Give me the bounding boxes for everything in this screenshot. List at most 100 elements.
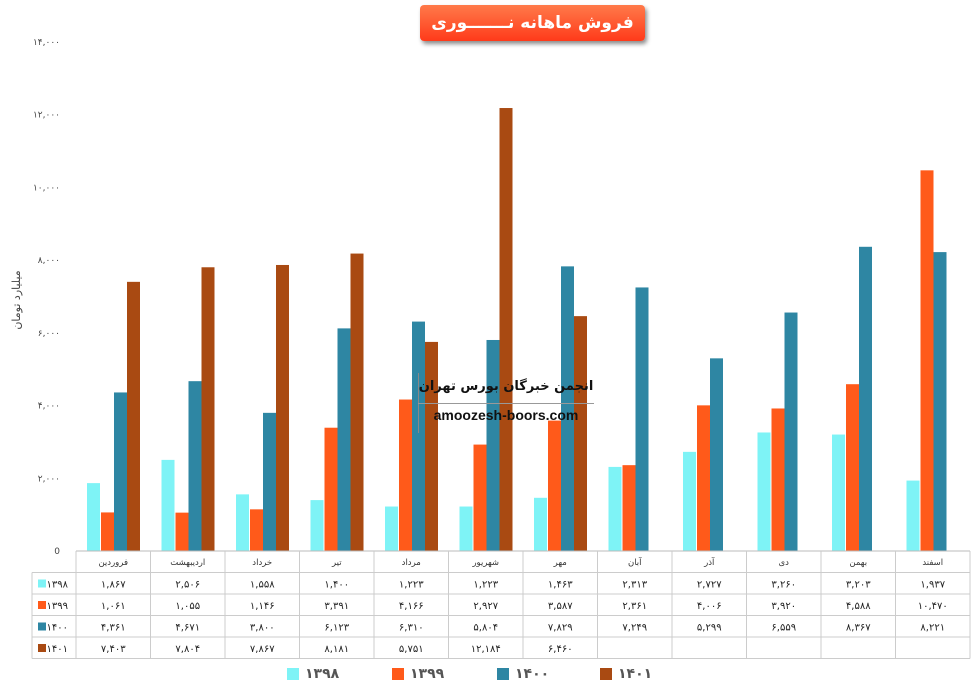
legend-swatch	[392, 668, 404, 680]
legend-swatch	[600, 668, 612, 680]
category-label: خرداد	[252, 558, 272, 568]
data-label: ۱,۸۶۷	[101, 580, 126, 591]
bar	[276, 264, 289, 551]
bar	[771, 408, 785, 551]
bar	[906, 480, 920, 551]
bar	[425, 341, 438, 551]
y-tick-label: ۶,۰۰۰	[38, 329, 60, 339]
legend-label: ۱۳۹۹	[410, 666, 445, 682]
data-label: ۴,۵۸۸	[846, 601, 871, 612]
bar	[933, 252, 947, 552]
category-label: دی	[779, 558, 790, 568]
category-label: تیر	[331, 558, 342, 568]
watermark-url: amoozesh-boors.com	[433, 407, 579, 423]
bar	[499, 108, 513, 552]
data-label: ۱,۹۳۷	[920, 580, 945, 591]
data-label: ۳,۸۰۰	[250, 623, 275, 634]
bar	[459, 506, 473, 551]
data-label: ۴,۰۰۶	[697, 601, 722, 612]
legend-item: ۱۳۹۸	[287, 666, 339, 682]
bar	[250, 509, 263, 551]
bar	[486, 339, 500, 551]
table-series-swatch	[38, 644, 46, 652]
bar	[561, 266, 574, 551]
data-label: ۵,۲۹۹	[697, 623, 722, 634]
category-label: آبان	[628, 556, 642, 568]
bar	[175, 512, 189, 551]
table-series-name: ۱۴۰۰	[47, 623, 68, 634]
data-label: ۱,۱۴۶	[250, 601, 275, 612]
data-label: ۸,۲۲۱	[920, 623, 945, 634]
bar	[846, 384, 859, 551]
bar	[784, 312, 798, 551]
table-series-name: ۱۳۹۸	[47, 580, 69, 591]
bar	[832, 434, 845, 551]
category-label: شهریور	[471, 558, 499, 568]
data-label: ۷,۸۶۷	[250, 644, 275, 655]
legend-swatch	[287, 668, 299, 680]
chart-legend: ۱۳۹۸ ۱۳۹۹ ۱۴۰۰ ۱۴۰۱	[0, 662, 972, 690]
data-label: ۲,۳۶۱	[622, 601, 647, 612]
bar	[127, 281, 140, 551]
table-series-name: ۱۳۹۹	[47, 601, 68, 612]
category-label: اردیبهشت	[170, 558, 205, 568]
bar	[757, 432, 771, 551]
y-tick-label: ۸,۰۰۰	[38, 256, 60, 266]
data-label: ۱,۴۰۰	[324, 580, 349, 591]
bar	[608, 466, 622, 551]
data-label: ۷,۸۰۴	[175, 644, 200, 655]
watermark: انجمن خبرگان بورس تهران amoozesh-boors.c…	[418, 373, 594, 433]
legend-item: ۱۴۰۱	[600, 666, 652, 682]
data-label: ۳,۲۶۰	[771, 580, 796, 591]
table-series-swatch	[38, 579, 46, 588]
data-label: ۵,۸۰۴	[473, 623, 498, 634]
table-series-swatch	[38, 622, 46, 631]
data-label: ۶,۴۶۰	[548, 644, 573, 655]
bar	[710, 358, 723, 551]
bar	[114, 392, 127, 551]
bar	[548, 420, 561, 551]
category-label: فروردین	[98, 558, 128, 568]
bar	[310, 500, 324, 551]
y-tick-label: ۱۴,۰۰۰	[33, 38, 60, 48]
bar	[101, 512, 114, 551]
watermark-rule	[418, 403, 594, 404]
category-label: بهمن	[849, 558, 867, 568]
bar	[188, 381, 202, 551]
data-label: ۳,۳۹۱	[324, 601, 349, 612]
data-label: ۶,۵۵۹	[771, 623, 796, 634]
data-label: ۱,۲۲۳	[473, 580, 498, 591]
data-label: ۷,۸۲۹	[548, 623, 573, 634]
data-label: ۷,۴۰۳	[101, 644, 126, 655]
y-tick-label: ۱۲,۰۰۰	[33, 111, 60, 121]
category-label: آذر	[703, 556, 715, 568]
bar	[324, 427, 338, 551]
y-tick-label: ۴,۰۰۰	[38, 402, 60, 412]
category-label: اسفند	[922, 558, 943, 568]
data-label: ۳,۹۲۰	[771, 601, 796, 612]
data-label: ۳,۵۸۷	[548, 601, 573, 612]
bar	[350, 253, 364, 552]
data-label: ۶,۳۱۰	[399, 623, 424, 634]
watermark-org-name: انجمن خبرگان بورس تهران	[418, 379, 594, 394]
data-label: ۶,۱۲۳	[324, 623, 349, 634]
bar	[534, 497, 547, 551]
bar	[236, 494, 249, 551]
data-label: ۱,۰۵۵	[175, 601, 200, 612]
legend-label: ۱۴۰۱	[618, 666, 653, 682]
table-series-swatch	[38, 601, 46, 609]
data-label: ۵,۷۵۱	[399, 644, 424, 655]
chart-title: فروش ماهانه نـــــــوری	[431, 13, 634, 33]
bar	[920, 170, 934, 552]
data-label: ۱,۵۵۸	[250, 580, 275, 591]
data-label: ۷,۲۴۹	[622, 623, 647, 634]
data-label: ۴,۱۶۶	[399, 601, 424, 612]
legend-item: ۱۴۰۰	[497, 666, 549, 682]
bar	[859, 246, 872, 551]
legend-label: ۱۳۹۸	[305, 666, 340, 682]
data-label: ۴,۳۶۱	[101, 623, 126, 634]
data-label: ۱,۲۲۳	[399, 580, 424, 591]
data-label: ۱۰,۴۷۰	[918, 601, 948, 612]
bar	[412, 321, 425, 551]
